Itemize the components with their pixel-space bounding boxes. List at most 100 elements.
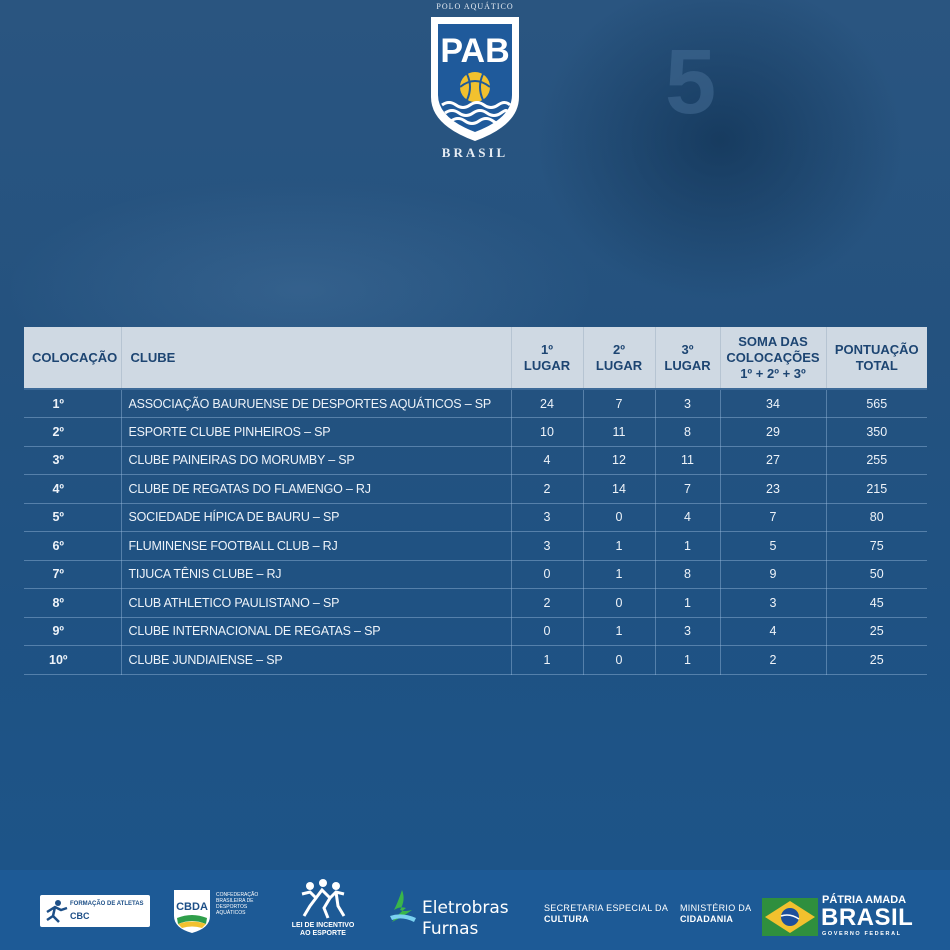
club-cell: TIJUCA TÊNIS CLUBE – RJ: [121, 560, 512, 589]
ministerio-cidadania: MINISTÉRIO DA CIDADANIA: [680, 903, 752, 924]
first-place-cell: 3: [511, 503, 584, 532]
third-place-cell: 11: [655, 446, 721, 475]
third-place-cell: 1: [655, 645, 721, 675]
sum-cell: 9: [720, 560, 827, 589]
second-place-cell: 1: [583, 560, 656, 589]
secretaria-cultura: SECRETARIA ESPECIAL DA CULTURA: [544, 903, 669, 924]
total-cell: 80: [826, 503, 927, 532]
place-cell: 6º: [24, 531, 122, 561]
table-row: 8º CLUB ATHLETICO PAULISTANO – SP 2 0 1 3 45: [24, 588, 927, 618]
first-place-cell: 10: [511, 417, 584, 447]
svg-text:PAB: PAB: [440, 32, 509, 70]
gov-line1: PÁTRIA AMADA: [822, 894, 907, 906]
total-cell: 255: [826, 446, 927, 475]
second-place-cell: 0: [583, 588, 656, 618]
sum-cell: 23: [720, 474, 827, 504]
table-row: 4º CLUBE DE REGATAS DO FLAMENGO – RJ 2 14 7 2…: [24, 474, 927, 504]
place-cell: 5º: [24, 503, 122, 532]
cap-number: 5: [665, 31, 717, 133]
governo-federal-logo: PÁTRIA AMADA BRASIL GOVERNO FEDERAL: [762, 894, 922, 940]
club-cell: CLUB ATHLETICO PAULISTANO – SP: [121, 588, 512, 618]
first-place-cell: 0: [511, 617, 584, 646]
gov-line3: GOVERNO FEDERAL: [822, 931, 902, 937]
first-place-cell: 1: [511, 645, 584, 675]
third-place-cell: 3: [655, 617, 721, 646]
cbc-line2: CBC: [70, 911, 90, 921]
second-place-cell: 0: [583, 645, 656, 675]
first-place-cell: 2: [511, 474, 584, 504]
lei-text: LEI DE INCENTIVO AO ESPORTE: [291, 922, 355, 937]
sum-cell: 5: [720, 531, 827, 561]
sum-cell: 3: [720, 588, 827, 618]
second-place-cell: 0: [583, 503, 656, 532]
total-cell: 50: [826, 560, 927, 589]
sponsor-footer: FORMAÇÃO DE ATLETAS CBC CBDA CONFEDERAÇÃ…: [0, 870, 950, 950]
sum-cell: 2: [720, 645, 827, 675]
sum-cell: 27: [720, 446, 827, 475]
third-place-cell: 4: [655, 503, 721, 532]
total-cell: 45: [826, 588, 927, 618]
second-place-cell: 12: [583, 446, 656, 475]
logo-bottom-text: BRASIL: [441, 145, 509, 160]
third-place-cell: 8: [655, 560, 721, 589]
header-sum: SOMA DAS COLOCAÇÕES 1º + 2º + 3º: [720, 327, 827, 389]
club-cell: ESPORTE CLUBE PINHEIROS – SP: [121, 417, 512, 447]
third-place-cell: 8: [655, 417, 721, 447]
logo-top-text: POLO AQUÁTICO: [436, 2, 514, 11]
pab-shield-icon: PAB: [431, 17, 519, 141]
header-total: PONTUAÇÃO TOTAL: [826, 327, 927, 389]
club-cell: CLUBE PAINEIRAS DO MORUMBY – SP: [121, 446, 512, 475]
place-cell: 1º: [24, 388, 122, 418]
cbc-logo: FORMAÇÃO DE ATLETAS CBC: [40, 895, 150, 927]
total-cell: 350: [826, 417, 927, 447]
table-row: 2º ESPORTE CLUBE PINHEIROS – SP 10 11 8 29 350: [24, 417, 927, 447]
second-place-cell: 7: [583, 388, 656, 418]
athletes-icon: [301, 879, 346, 919]
eletrobras-text: Eletrobras Furnas: [422, 898, 509, 939]
place-cell: 2º: [24, 417, 122, 447]
place-cell: 9º: [24, 617, 122, 646]
header-colocacao: COLOCAÇÃO: [24, 327, 122, 389]
third-place-cell: 1: [655, 531, 721, 561]
sum-cell: 34: [720, 388, 827, 418]
cbda-logo: CBDA CONFEDERAÇÃO BRASILEIRA DE DESPORTO…: [172, 888, 262, 936]
header-clube: CLUBE: [121, 327, 512, 389]
club-cell: CLUBE DE REGATAS DO FLAMENGO – RJ: [121, 474, 512, 504]
place-cell: 10º: [24, 645, 122, 675]
lei-incentivo-logo: LEI DE INCENTIVO AO ESPORTE: [288, 876, 358, 942]
second-place-cell: 1: [583, 531, 656, 561]
first-place-cell: 4: [511, 446, 584, 475]
sum-cell: 4: [720, 617, 827, 646]
place-cell: 4º: [24, 474, 122, 504]
pab-logo: POLO AQUÁTICO PAB BRASIL: [420, 2, 530, 172]
table-row: 6º FLUMINENSE FOOTBALL CLUB – RJ 3 1 1 5 75: [24, 531, 927, 561]
place-cell: 3º: [24, 446, 122, 475]
sum-cell: 7: [720, 503, 827, 532]
club-cell: SOCIEDADE HÍPICA DE BAURU – SP: [121, 503, 512, 532]
third-place-cell: 3: [655, 388, 721, 418]
svg-text:CBDA: CBDA: [176, 901, 208, 913]
place-cell: 7º: [24, 560, 122, 589]
second-place-cell: 1: [583, 617, 656, 646]
third-place-cell: 1: [655, 588, 721, 618]
eletrobras-icon: [390, 890, 416, 922]
gov-line2: BRASIL: [821, 904, 914, 931]
cbc-line1: FORMAÇÃO DE ATLETAS: [70, 901, 144, 907]
table-row: 7º TIJUCA TÊNIS CLUBE – RJ 0 1 8 9 50: [24, 560, 927, 589]
club-cell: CLUBE INTERNACIONAL DE REGATAS – SP: [121, 617, 512, 646]
club-cell: FLUMINENSE FOOTBALL CLUB – RJ: [121, 531, 512, 561]
first-place-cell: 2: [511, 588, 584, 618]
table-header-row: COLOCAÇÃO CLUBE 1º LUGAR 2º LUGAR 3º LUGAR …: [24, 327, 927, 389]
table-row: 10º CLUBE JUNDIAIENSE – SP 1 0 1 2 25: [24, 645, 927, 675]
total-cell: 565: [826, 388, 927, 418]
sum-cell: 29: [720, 417, 827, 447]
header-third-place: 3º LUGAR: [655, 327, 721, 389]
first-place-cell: 24: [511, 388, 584, 418]
cbda-shield-icon: CBDA: [174, 890, 210, 933]
table-row: 3º CLUBE PAINEIRAS DO MORUMBY – SP 4 12 11 27…: [24, 446, 927, 475]
second-place-cell: 11: [583, 417, 656, 447]
table-row: 1º ASSOCIAÇÃO BAURUENSE DE DESPORTES AQUÁ…: [24, 388, 927, 418]
table-row: 9º CLUBE INTERNACIONAL DE REGATAS – SP 0 1 3…: [24, 617, 927, 646]
total-cell: 75: [826, 531, 927, 561]
total-cell: 215: [826, 474, 927, 504]
